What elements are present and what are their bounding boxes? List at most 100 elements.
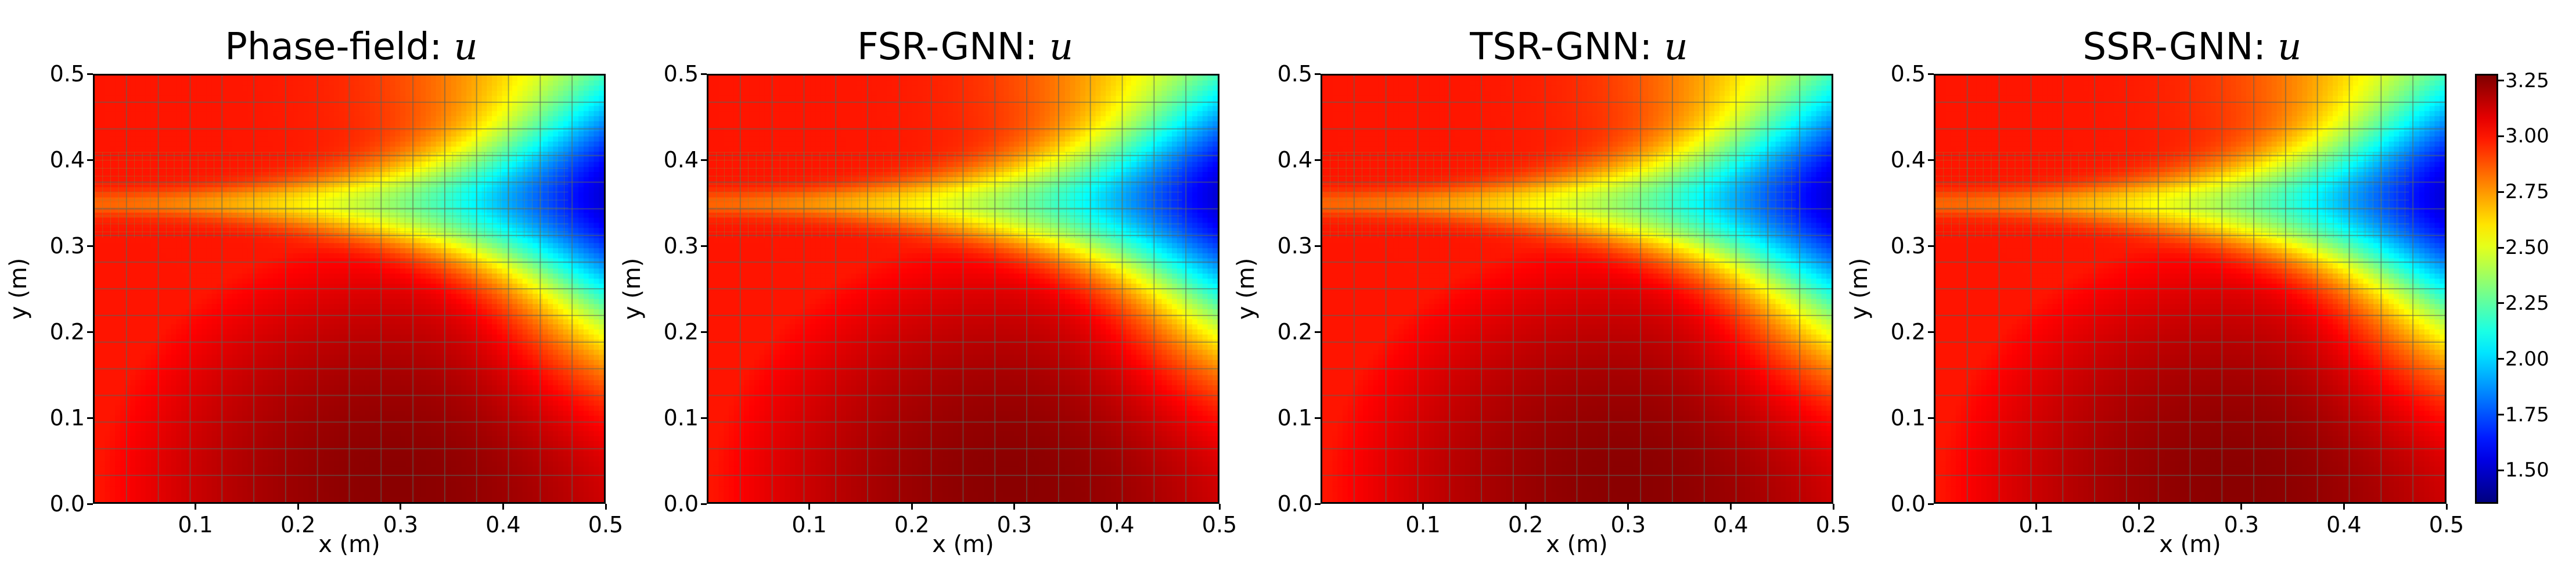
heatmap-cell xyxy=(232,395,238,401)
heatmap-cell xyxy=(395,167,401,173)
heatmap-cell xyxy=(308,309,314,315)
heatmap-cell xyxy=(222,365,228,371)
heatmap-cell xyxy=(364,309,370,315)
heatmap-cell xyxy=(293,101,299,107)
heatmap-cell xyxy=(329,289,334,295)
heatmap-cell xyxy=(344,238,350,243)
heatmap-cell xyxy=(206,228,213,234)
heatmap-cell xyxy=(202,441,207,447)
heatmap-cell xyxy=(359,400,365,406)
heatmap-cell xyxy=(237,400,243,406)
heatmap-cell xyxy=(150,95,156,102)
heatmap-cell xyxy=(272,116,279,122)
heatmap-cell xyxy=(268,334,274,340)
heatmap-cell xyxy=(150,248,156,254)
heatmap-cell xyxy=(390,492,396,497)
heatmap-cell xyxy=(222,80,228,87)
heatmap-cell xyxy=(186,349,192,356)
heatmap-cell xyxy=(293,95,299,102)
heatmap-cell xyxy=(314,106,319,112)
heatmap-cell xyxy=(110,289,116,295)
heatmap-cell xyxy=(161,85,167,91)
heatmap-cell xyxy=(318,223,325,228)
heatmap-cell xyxy=(308,482,314,488)
heatmap-cell xyxy=(298,182,304,188)
heatmap-cell xyxy=(329,263,334,269)
heatmap-cell xyxy=(145,146,152,152)
heatmap-cell xyxy=(359,451,365,457)
heatmap-cell xyxy=(308,91,314,96)
heatmap-cell xyxy=(232,131,238,137)
heatmap-cell xyxy=(217,223,222,228)
heatmap-cell xyxy=(125,329,131,335)
heatmap-cell xyxy=(390,223,396,228)
heatmap-cell xyxy=(140,111,146,117)
heatmap-cell xyxy=(395,116,401,122)
heatmap-cell xyxy=(380,238,386,243)
heatmap-cell xyxy=(130,309,136,315)
heatmap-cell xyxy=(232,217,238,224)
heatmap-cell xyxy=(171,80,177,87)
heatmap-cell xyxy=(99,85,106,91)
heatmap-cell xyxy=(278,106,284,112)
heatmap-cell xyxy=(222,360,228,366)
heatmap-cell xyxy=(339,349,345,356)
heatmap-cell xyxy=(318,172,325,178)
heatmap-cell xyxy=(110,415,116,421)
heatmap-cell xyxy=(171,370,177,376)
heatmap-cell xyxy=(272,431,279,437)
heatmap-cell xyxy=(115,329,121,335)
heatmap-cell xyxy=(293,263,299,269)
heatmap-cell xyxy=(390,466,396,472)
heatmap-cell xyxy=(298,451,304,457)
heatmap-cell xyxy=(288,111,294,117)
heatmap-cell xyxy=(369,334,375,340)
heatmap-cell xyxy=(334,390,340,396)
heatmap-cell xyxy=(140,425,146,432)
heatmap-cell xyxy=(186,471,192,477)
heatmap-cell xyxy=(359,253,365,259)
heatmap-cell xyxy=(252,167,258,173)
heatmap-cell xyxy=(314,425,319,432)
heatmap-cell xyxy=(349,212,355,218)
heatmap-cell xyxy=(176,167,182,173)
heatmap-cell xyxy=(161,162,167,167)
heatmap-cell xyxy=(191,476,197,482)
heatmap-cell xyxy=(196,243,202,249)
heatmap-cell xyxy=(140,136,146,142)
heatmap-cell xyxy=(334,141,340,147)
heatmap-cell xyxy=(293,360,299,366)
heatmap-cell xyxy=(318,121,325,127)
heatmap-cell xyxy=(166,80,172,87)
heatmap-cell xyxy=(288,263,294,269)
heatmap-cell xyxy=(222,385,228,391)
heatmap-cell xyxy=(288,253,294,259)
heatmap-cell xyxy=(95,146,100,152)
heatmap-cell xyxy=(181,324,187,330)
heatmap-cell xyxy=(95,410,100,417)
heatmap-cell xyxy=(339,167,345,173)
heatmap-cell xyxy=(349,146,355,152)
heatmap-cell xyxy=(329,421,334,427)
heatmap-cell xyxy=(181,289,187,295)
heatmap-cell xyxy=(222,405,228,411)
heatmap-cell xyxy=(268,415,274,421)
heatmap-cell xyxy=(237,314,243,320)
heatmap-cell xyxy=(298,415,304,421)
heatmap-cell xyxy=(105,329,110,335)
heatmap-cell xyxy=(237,319,243,325)
heatmap-cell xyxy=(375,217,380,224)
heatmap-cell xyxy=(390,212,396,218)
heatmap-cell xyxy=(314,360,319,366)
heatmap-cell xyxy=(176,390,182,396)
heatmap-cell xyxy=(364,329,370,335)
heatmap-cell xyxy=(375,202,380,208)
heatmap-cell xyxy=(196,405,202,411)
heatmap-cell xyxy=(314,192,319,198)
heatmap-cell xyxy=(115,415,121,421)
heatmap-cell xyxy=(95,156,100,163)
heatmap-cell xyxy=(247,243,253,249)
heatmap-cell xyxy=(105,415,110,421)
heatmap-cell xyxy=(237,253,243,259)
heatmap-cell xyxy=(303,436,309,442)
